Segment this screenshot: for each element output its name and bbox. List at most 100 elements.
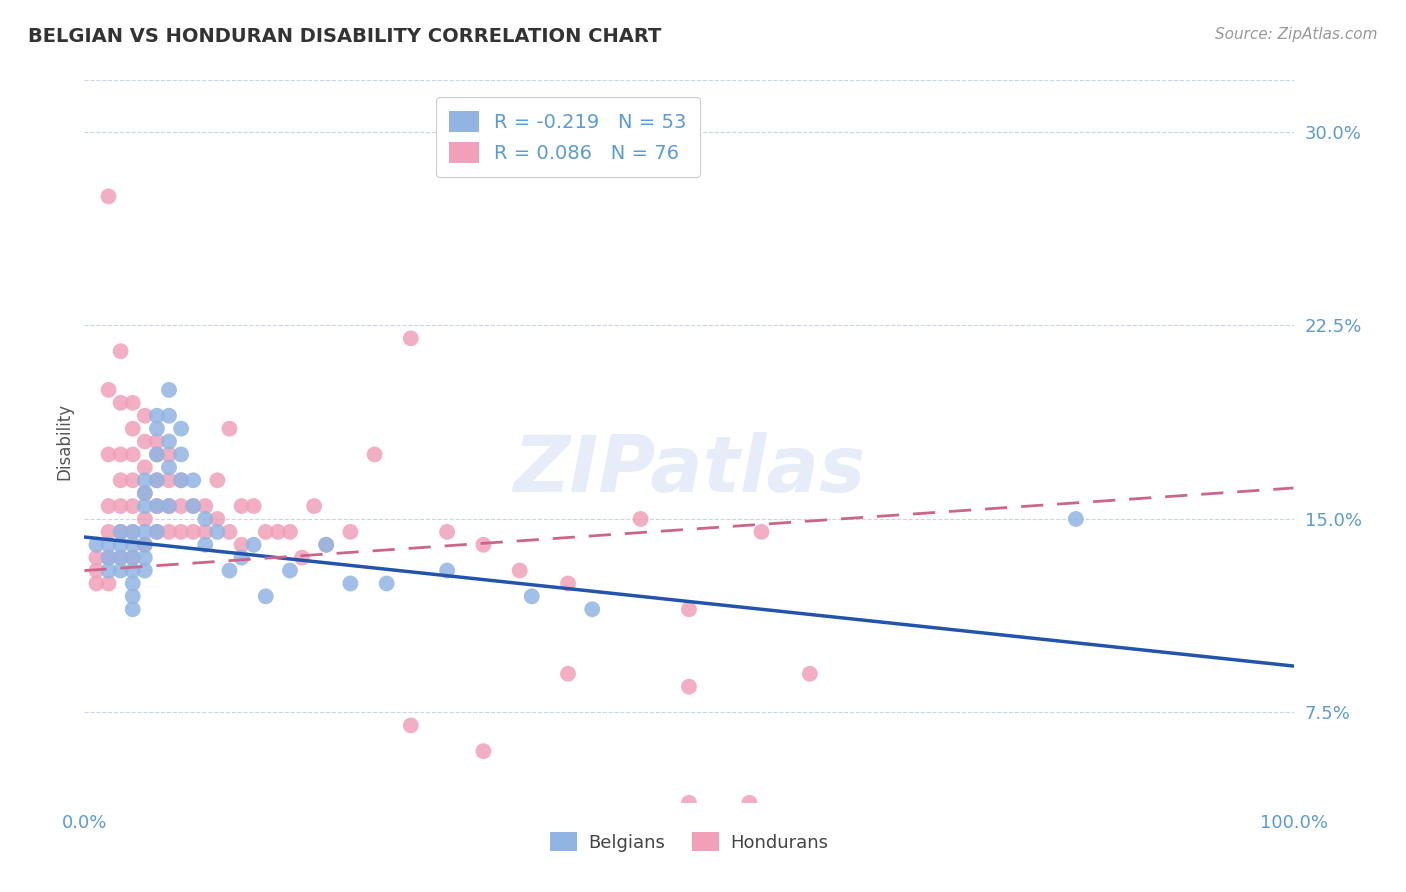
Point bbox=[509, 564, 531, 578]
Point bbox=[146, 447, 169, 461]
Point bbox=[121, 564, 143, 578]
Point bbox=[157, 434, 180, 449]
Point bbox=[799, 666, 821, 681]
Point bbox=[146, 434, 169, 449]
Legend: R = -0.219   N = 53, R = 0.086   N = 76: R = -0.219 N = 53, R = 0.086 N = 76 bbox=[436, 97, 700, 177]
Point bbox=[436, 564, 458, 578]
Point bbox=[751, 524, 773, 539]
Point bbox=[181, 499, 204, 513]
Point bbox=[194, 499, 217, 513]
Point bbox=[315, 538, 337, 552]
Point bbox=[97, 564, 120, 578]
Point bbox=[121, 550, 143, 565]
Point bbox=[194, 538, 217, 552]
Point bbox=[170, 499, 193, 513]
Point bbox=[110, 550, 132, 565]
Point bbox=[375, 576, 398, 591]
Point bbox=[146, 447, 169, 461]
Point bbox=[146, 499, 169, 513]
Point bbox=[157, 409, 180, 423]
Point bbox=[134, 538, 156, 552]
Point bbox=[121, 524, 143, 539]
Point bbox=[399, 331, 422, 345]
Point bbox=[110, 396, 132, 410]
Text: ZIPatlas: ZIPatlas bbox=[513, 433, 865, 508]
Point bbox=[134, 550, 156, 565]
Point bbox=[738, 796, 761, 810]
Point bbox=[399, 718, 422, 732]
Point bbox=[157, 499, 180, 513]
Point bbox=[110, 499, 132, 513]
Point bbox=[170, 473, 193, 487]
Point bbox=[678, 602, 700, 616]
Point bbox=[157, 383, 180, 397]
Point bbox=[146, 473, 169, 487]
Point bbox=[146, 422, 169, 436]
Point bbox=[110, 524, 132, 539]
Point bbox=[254, 590, 277, 604]
Point bbox=[110, 447, 132, 461]
Point bbox=[97, 447, 120, 461]
Point bbox=[231, 538, 253, 552]
Point bbox=[207, 524, 229, 539]
Point bbox=[315, 538, 337, 552]
Point bbox=[110, 564, 132, 578]
Point bbox=[291, 550, 314, 565]
Point bbox=[267, 524, 290, 539]
Point bbox=[581, 602, 603, 616]
Point bbox=[146, 473, 169, 487]
Point bbox=[157, 524, 180, 539]
Point bbox=[557, 576, 579, 591]
Point bbox=[436, 524, 458, 539]
Point bbox=[242, 499, 264, 513]
Point bbox=[231, 499, 253, 513]
Text: BELGIAN VS HONDURAN DISABILITY CORRELATION CHART: BELGIAN VS HONDURAN DISABILITY CORRELATI… bbox=[28, 27, 661, 45]
Point bbox=[278, 524, 301, 539]
Point bbox=[242, 538, 264, 552]
Point bbox=[121, 447, 143, 461]
Point bbox=[231, 550, 253, 565]
Point bbox=[97, 189, 120, 203]
Point bbox=[181, 524, 204, 539]
Point bbox=[121, 422, 143, 436]
Point bbox=[218, 524, 240, 539]
Point bbox=[218, 564, 240, 578]
Point bbox=[110, 344, 132, 359]
Point bbox=[86, 538, 108, 552]
Point bbox=[121, 590, 143, 604]
Point bbox=[97, 538, 120, 552]
Point bbox=[86, 550, 108, 565]
Point bbox=[678, 796, 700, 810]
Point bbox=[121, 602, 143, 616]
Point bbox=[97, 550, 120, 565]
Point bbox=[146, 524, 169, 539]
Point bbox=[207, 473, 229, 487]
Point bbox=[678, 680, 700, 694]
Point bbox=[146, 499, 169, 513]
Point bbox=[170, 473, 193, 487]
Point bbox=[134, 499, 156, 513]
Y-axis label: Disability: Disability bbox=[55, 403, 73, 480]
Point bbox=[121, 396, 143, 410]
Point bbox=[170, 422, 193, 436]
Point bbox=[121, 576, 143, 591]
Point bbox=[134, 434, 156, 449]
Point bbox=[134, 524, 156, 539]
Point bbox=[134, 460, 156, 475]
Point bbox=[278, 564, 301, 578]
Point bbox=[194, 512, 217, 526]
Point bbox=[520, 590, 543, 604]
Point bbox=[121, 538, 143, 552]
Point bbox=[630, 512, 652, 526]
Point bbox=[134, 538, 156, 552]
Point bbox=[146, 409, 169, 423]
Point bbox=[134, 473, 156, 487]
Point bbox=[134, 486, 156, 500]
Point bbox=[97, 524, 120, 539]
Point bbox=[157, 473, 180, 487]
Point bbox=[557, 666, 579, 681]
Point bbox=[97, 550, 120, 565]
Point bbox=[134, 486, 156, 500]
Point bbox=[134, 512, 156, 526]
Point bbox=[181, 473, 204, 487]
